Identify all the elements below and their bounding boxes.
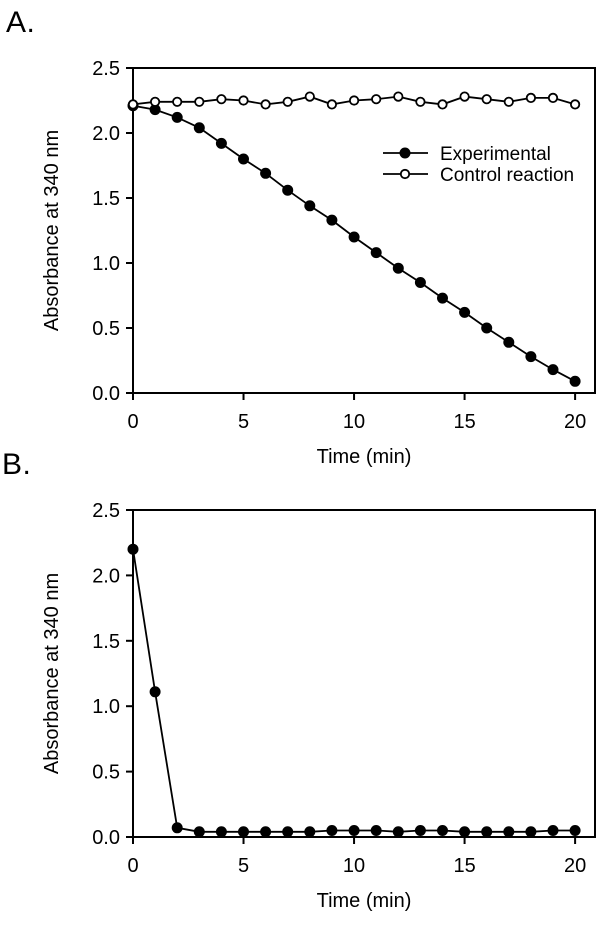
data-point-experimental [547, 364, 559, 376]
x-tick-label: 0 [127, 411, 138, 433]
data-point-series [127, 543, 139, 555]
data-point-experimental [525, 351, 537, 363]
data-point-experimental [414, 276, 426, 288]
data-point-experimental [171, 111, 183, 123]
data-point-control-reaction [525, 92, 537, 104]
y-tick-label: 1.5 [92, 631, 120, 653]
data-point-series [193, 826, 205, 838]
x-tick-label: 15 [453, 411, 475, 433]
data-point-series [569, 824, 581, 836]
data-point-series [215, 826, 227, 838]
data-point-experimental [370, 247, 382, 259]
legend-marker [399, 168, 411, 180]
data-point-series [237, 826, 249, 838]
data-point-series [503, 826, 515, 838]
y-axis-label: Absorbance at 340 nm [41, 130, 63, 331]
data-point-control-reaction [282, 96, 293, 107]
data-point-series [171, 822, 183, 834]
data-point-series [348, 824, 360, 836]
data-point-experimental [237, 153, 249, 165]
data-point-control-reaction [437, 99, 448, 110]
data-point-experimental [503, 336, 515, 348]
data-point-control-reaction [304, 91, 315, 102]
data-point-control-reaction [194, 96, 205, 107]
data-point-control-reaction [503, 96, 514, 107]
panel-b-chart: 0 5 10 15 20 0.0 0.5 1.0 1.5 2.0 2.5 Time (min) Abso… [41, 500, 596, 912]
legend-label: Control reaction [440, 165, 574, 186]
y-tick-label: 2.0 [92, 565, 120, 587]
x-tick-label: 20 [564, 411, 586, 433]
data-point-control-reaction [260, 99, 271, 110]
data-point-series [260, 826, 272, 838]
data-point-series [149, 686, 161, 698]
data-point-series [370, 824, 382, 836]
x-tick-label: 20 [564, 855, 586, 877]
data-point-series [481, 826, 493, 838]
data-point-control-reaction [172, 96, 183, 107]
x-axis-label: Time (min) [317, 446, 412, 468]
data-point-series [304, 826, 316, 838]
y-tick-label: 2.5 [92, 500, 120, 522]
y-tick-label: 1.0 [92, 253, 120, 275]
data-point-experimental [282, 184, 294, 196]
data-point-control-reaction [393, 91, 404, 102]
x-tick-label: 5 [238, 855, 249, 877]
data-point-experimental [215, 137, 227, 149]
x-tick-label: 10 [343, 855, 365, 877]
data-point-series [459, 826, 471, 838]
data-point-experimental [436, 292, 448, 304]
data-point-experimental [326, 214, 338, 226]
x-tick-label: 5 [238, 411, 249, 433]
data-point-experimental [193, 122, 205, 134]
data-point-series [392, 826, 404, 838]
legend-marker [399, 147, 411, 159]
data-point-series [282, 826, 294, 838]
data-point-control-reaction [348, 95, 360, 106]
y-tick-label: 0.0 [92, 383, 120, 405]
series-line-series [132, 549, 576, 833]
data-point-experimental [392, 262, 404, 274]
panel-b-label: B. [2, 448, 32, 481]
y-tick-label: 0.0 [92, 827, 120, 849]
legend-label: Experimental [440, 144, 551, 165]
data-point-control-reaction [547, 92, 559, 104]
data-point-control-reaction [216, 94, 227, 105]
data-point-control-reaction [415, 96, 426, 107]
data-point-experimental [459, 306, 471, 318]
data-point-experimental [260, 167, 272, 179]
x-tick-label: 10 [343, 411, 365, 433]
data-point-control-reaction [326, 99, 337, 110]
data-point-control-reaction [459, 91, 470, 102]
panel-a-chart: 0 5 10 15 20 0.0 0.5 1.0 1.5 2.0 2.5 Time (min) Abso… [41, 58, 596, 468]
panel-a-label: A. [6, 6, 36, 39]
data-point-series [525, 826, 537, 838]
x-tick-label: 15 [453, 855, 475, 877]
data-point-experimental [569, 375, 581, 387]
plot-frame [132, 509, 596, 838]
y-tick-label: 2.0 [92, 123, 120, 145]
data-point-control-reaction [481, 94, 492, 105]
x-tick-label: 0 [127, 855, 138, 877]
y-tick-label: 1.0 [92, 696, 120, 718]
data-point-series [436, 824, 448, 836]
data-point-experimental [481, 322, 493, 334]
plot-frame [132, 67, 596, 394]
data-point-series [414, 824, 426, 836]
data-point-series [326, 824, 338, 836]
y-tick-label: 2.5 [92, 58, 120, 80]
data-point-experimental [348, 231, 360, 243]
y-tick-label: 0.5 [92, 762, 120, 784]
data-point-control-reaction [569, 99, 581, 110]
data-point-control-reaction [238, 95, 249, 106]
y-tick-label: 0.5 [92, 318, 120, 340]
data-point-series [547, 824, 559, 836]
data-point-control-reaction [127, 99, 139, 110]
data-point-experimental [304, 200, 316, 212]
data-point-control-reaction [150, 96, 161, 107]
data-point-control-reaction [371, 94, 382, 105]
y-tick-label: 1.5 [92, 188, 120, 210]
y-axis-label: Absorbance at 340 nm [41, 573, 63, 774]
x-axis-label: Time (min) [317, 890, 412, 912]
